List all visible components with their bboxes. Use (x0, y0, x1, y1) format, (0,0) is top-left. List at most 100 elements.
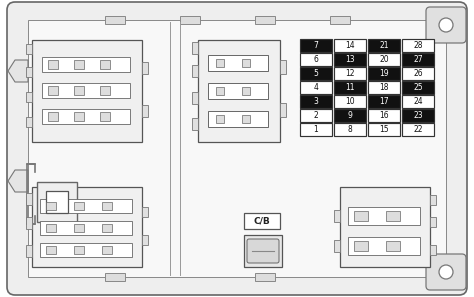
Text: 17: 17 (379, 97, 389, 106)
FancyBboxPatch shape (7, 2, 467, 295)
Bar (32, 40, 142, 142)
Bar (100, 86, 110, 95)
Bar (216, 115, 224, 123)
Bar (105, 273, 125, 281)
Bar (402, 39, 434, 52)
Bar (402, 53, 434, 66)
Bar (32, 187, 142, 267)
Bar (26, 92, 32, 102)
Bar (300, 39, 332, 52)
Bar (42, 57, 130, 72)
Bar (242, 115, 250, 123)
Bar (192, 65, 198, 77)
Bar (368, 67, 400, 80)
Bar (192, 118, 198, 130)
Bar (354, 241, 368, 251)
Bar (142, 235, 148, 245)
Bar (26, 117, 32, 127)
Bar (368, 81, 400, 94)
Bar (368, 53, 400, 66)
Bar (208, 83, 268, 99)
Polygon shape (8, 60, 28, 82)
Polygon shape (8, 170, 28, 192)
Bar (402, 109, 434, 122)
Bar (348, 237, 420, 255)
Bar (208, 111, 268, 127)
Bar (46, 246, 56, 254)
Text: 6: 6 (314, 55, 319, 64)
Text: 4: 4 (314, 83, 319, 92)
Bar (340, 187, 430, 267)
Bar (300, 95, 332, 108)
Bar (28, 20, 446, 277)
Text: 1: 1 (314, 125, 319, 134)
Bar (102, 246, 112, 254)
Bar (280, 103, 286, 117)
Bar (26, 193, 32, 205)
Bar (330, 16, 350, 24)
Bar (192, 92, 198, 104)
Text: 24: 24 (413, 97, 423, 106)
Bar (280, 60, 286, 74)
Text: 11: 11 (345, 83, 355, 92)
Bar (42, 83, 130, 98)
Bar (242, 59, 250, 67)
Text: 12: 12 (345, 69, 355, 78)
FancyBboxPatch shape (426, 7, 466, 43)
Text: 16: 16 (379, 111, 389, 120)
Bar (48, 86, 58, 95)
Bar (255, 16, 275, 24)
FancyBboxPatch shape (247, 239, 279, 263)
Bar (142, 207, 148, 217)
Bar (430, 217, 436, 227)
Bar (142, 62, 148, 74)
Text: 27: 27 (413, 55, 423, 64)
Bar (242, 87, 250, 95)
Bar (37, 182, 77, 222)
Bar (402, 67, 434, 80)
Circle shape (439, 18, 453, 32)
Bar (334, 67, 366, 80)
Bar (26, 44, 32, 54)
Bar (300, 67, 332, 80)
Text: 3: 3 (314, 97, 319, 106)
Bar (334, 240, 340, 252)
Bar (40, 243, 132, 257)
Text: 18: 18 (379, 83, 389, 92)
Text: 9: 9 (347, 111, 353, 120)
Text: 19: 19 (379, 69, 389, 78)
Bar (334, 81, 366, 94)
Text: 15: 15 (379, 125, 389, 134)
Text: 20: 20 (379, 55, 389, 64)
Bar (430, 245, 436, 255)
Bar (74, 112, 84, 121)
Bar (334, 109, 366, 122)
Bar (208, 55, 268, 71)
Bar (102, 202, 112, 210)
Bar (402, 95, 434, 108)
Bar (40, 199, 132, 213)
Bar (300, 123, 332, 136)
FancyBboxPatch shape (426, 254, 466, 290)
Bar (42, 109, 130, 124)
Bar (48, 112, 58, 121)
Bar (46, 224, 56, 232)
Bar (348, 207, 420, 225)
Bar (368, 95, 400, 108)
Text: 5: 5 (314, 69, 319, 78)
Bar (26, 67, 32, 77)
Bar (430, 195, 436, 205)
Bar (334, 210, 340, 222)
Bar (334, 95, 366, 108)
Text: 7: 7 (314, 41, 319, 50)
Bar (74, 246, 84, 254)
Text: 25: 25 (413, 83, 423, 92)
Bar (334, 39, 366, 52)
Bar (142, 105, 148, 117)
Text: 23: 23 (413, 111, 423, 120)
Text: 26: 26 (413, 69, 423, 78)
Text: 13: 13 (345, 55, 355, 64)
Bar (386, 211, 400, 221)
Bar (402, 123, 434, 136)
Bar (74, 86, 84, 95)
